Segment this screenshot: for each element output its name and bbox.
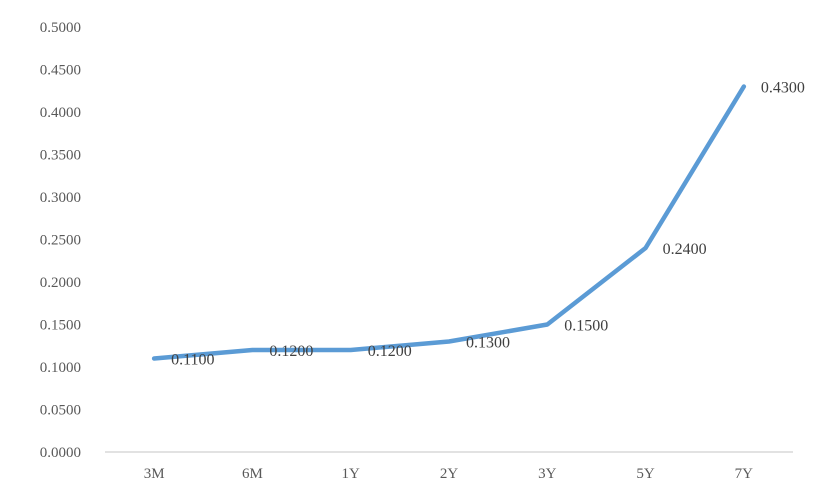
y-tick-label: 0.2000 <box>40 275 81 291</box>
y-tick-label: 0.3500 <box>40 148 81 164</box>
y-tick-label: 0.1000 <box>40 360 81 376</box>
data-label: 0.4300 <box>761 80 805 97</box>
data-label: 0.1100 <box>171 352 214 369</box>
x-tick-label: 3M <box>144 466 165 482</box>
x-tick-label: 5Y <box>636 466 655 482</box>
y-tick-label: 0.0500 <box>40 403 81 419</box>
x-tick-label: 6M <box>242 466 263 482</box>
data-label: 0.1200 <box>368 343 412 360</box>
y-tick-label: 0.5000 <box>40 20 81 36</box>
y-tick-label: 0.0000 <box>40 445 81 461</box>
y-tick-label: 0.2500 <box>40 233 81 249</box>
y-tick-label: 0.3000 <box>40 190 81 206</box>
data-label: 0.1300 <box>466 335 510 352</box>
y-tick-label: 0.4000 <box>40 105 81 121</box>
y-tick-label: 0.1500 <box>40 318 81 334</box>
series-line <box>151 84 747 361</box>
y-tick-label: 0.4500 <box>40 63 81 79</box>
data-label: 0.2400 <box>663 241 707 258</box>
x-tick-label: 1Y <box>342 466 361 482</box>
x-tick-label: 7Y <box>735 466 754 482</box>
x-tick-label: 2Y <box>440 466 459 482</box>
x-tick-label: 3Y <box>538 466 557 482</box>
data-label: 0.1200 <box>269 343 313 360</box>
data-label: 0.1500 <box>564 318 608 335</box>
